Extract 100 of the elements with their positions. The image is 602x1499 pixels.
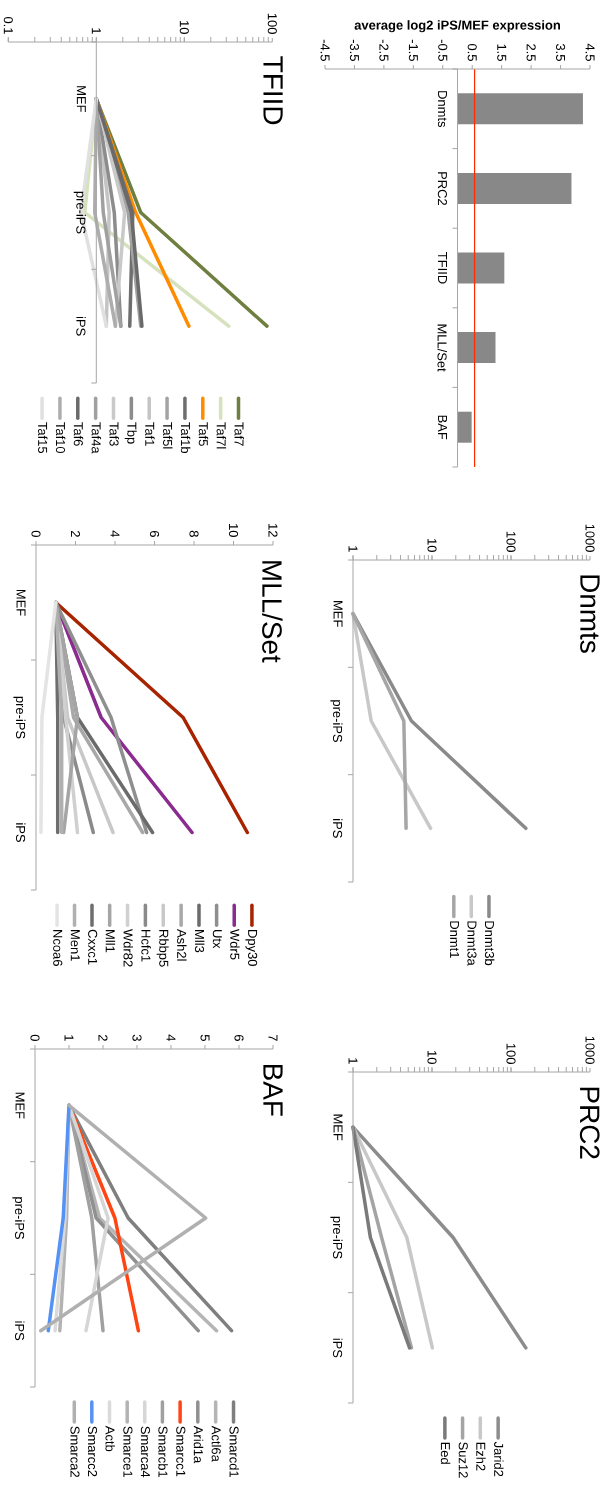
legend-label: Smarca4 — [140, 1426, 150, 1478]
x-tick-label: 3.5 — [555, 43, 566, 61]
x-tick-label: 1000 — [585, 524, 595, 552]
legend-label: Mll3 — [194, 930, 205, 953]
y-tick-label: MEF — [15, 1092, 25, 1119]
y-tick-label: iPS — [76, 316, 86, 336]
x-tick-label: 0 — [30, 1034, 40, 1041]
x-tick-label: 4 — [166, 1034, 176, 1042]
x-tick-label: -0.5 — [438, 39, 448, 61]
x-axis-title: average log2 iPS/MEF expression — [354, 20, 560, 33]
x-tick-label: -1.5 — [408, 39, 418, 61]
legend-label: Dnmt1 — [450, 921, 460, 958]
y-tick-label: iPS — [15, 823, 26, 842]
x-tick-label: 10 — [427, 1051, 437, 1064]
legend-label: Taf7 — [234, 422, 244, 446]
x-tick-label: 0.5 — [467, 43, 477, 61]
legend-label: Taf3 — [109, 422, 119, 446]
y-tick-label: MEF — [76, 86, 86, 112]
legend-label: Taf4a — [91, 422, 102, 454]
legend-label: Smarcb1 — [158, 1426, 168, 1478]
legend-label: Taf5l — [163, 422, 173, 449]
legend-label: Smarcc2 — [87, 1426, 98, 1477]
legend-label: Jarid2 — [494, 1441, 504, 1477]
legend-label: Utx — [212, 930, 222, 949]
x-tick-label: 7 — [268, 1034, 278, 1041]
x-tick-label: 1.5 — [497, 44, 507, 61]
x-tick-label: 10 — [427, 539, 437, 552]
legend-label: Ash2l — [177, 929, 187, 961]
x-tick-label: 6 — [149, 530, 160, 537]
x-tick-label: 0.1 — [3, 16, 13, 34]
y-tick-label: pre-iPS — [330, 1216, 343, 1259]
x-tick-label: -2.5 — [379, 39, 389, 61]
y-tick-label: pre-iPS — [330, 700, 343, 742]
legend-label: Dnmt3a — [467, 921, 477, 966]
y-tick-label: MEF — [16, 589, 26, 616]
x-tick-label: 1 — [91, 28, 101, 34]
legend-label: Taf6 — [73, 422, 84, 446]
y-tick-label: pre-iPS — [73, 191, 86, 234]
legend-label: Eed — [440, 1442, 451, 1464]
legend-label: Dpy30 — [245, 930, 258, 966]
legend-label: Taf5 — [198, 422, 209, 446]
legend-label: Wdr82 — [123, 929, 133, 967]
x-tick-label: 10 — [228, 524, 239, 537]
x-tick-label: 0 — [31, 530, 41, 537]
y-tick-label: MEF — [333, 1114, 343, 1141]
legend-label: Mll1 — [105, 930, 116, 953]
legend-label: Tbp — [124, 422, 137, 444]
x-tick-label: 4.5 — [585, 43, 595, 61]
x-tick-label: 12 — [268, 524, 278, 537]
x-tick-label: 1 — [64, 1035, 74, 1041]
x-tick-label: 100 — [506, 1043, 516, 1064]
text: BAF — [263, 1064, 283, 1116]
legend-label: Actl6a — [211, 1425, 222, 1462]
legend-label: Actb — [105, 1425, 115, 1452]
y-tick-label: PRC2 — [437, 172, 447, 206]
x-tick-label: 6 — [234, 1034, 244, 1041]
x-tick-label: 1 — [348, 546, 358, 552]
x-tick-label: 1 — [348, 1058, 358, 1064]
y-tick-label: MEF — [333, 601, 343, 627]
x-tick-label: -4.5 — [320, 39, 330, 61]
x-tick-label: -3.5 — [349, 39, 360, 61]
x-tick-label: 3 — [132, 1034, 142, 1041]
legend-label: Ncoa6 — [53, 930, 63, 966]
y-tick-label: BAF — [438, 415, 447, 440]
y-tick-label: pre-iPS — [12, 1197, 25, 1240]
text: TFIID — [263, 56, 283, 125]
legend-label: Taf7l — [216, 422, 227, 449]
legend-label: Smarcc1 — [176, 1426, 186, 1477]
x-tick-label: 8 — [189, 530, 199, 537]
legend-label: Taf1 — [145, 422, 155, 446]
legend-label: Smarcd1 — [229, 1426, 239, 1478]
y-tick-label: iPS — [332, 819, 343, 838]
legend-label: Wdr5 — [230, 929, 240, 960]
x-tick-label: 2.5 — [526, 44, 536, 61]
x-tick-label: 4 — [110, 530, 120, 538]
legend-label: Dnmt3b — [484, 921, 495, 966]
legend-label: Cxxc1 — [88, 929, 98, 965]
x-tick-label: 2 — [98, 1034, 108, 1041]
y-tick-label: pre-iPS — [13, 696, 26, 739]
x-tick-label: 100 — [267, 13, 277, 34]
legend-label: Taf15 — [38, 422, 48, 454]
y-tick-label: Dnmts — [437, 91, 447, 128]
y-tick-label: iPS — [332, 1338, 343, 1358]
x-tick-label: 100 — [506, 531, 516, 552]
text: PRC2 — [579, 1087, 600, 1159]
legend-label: Rbbp5 — [156, 930, 169, 967]
y-tick-label: iPS — [14, 1321, 25, 1341]
legend-label: Arid1a — [193, 1425, 204, 1464]
x-tick-label: 5 — [200, 1034, 210, 1041]
legend-label: Smarce1 — [123, 1426, 133, 1478]
x-tick-label: 1000 — [585, 1036, 595, 1064]
legend-label: Suz12 — [458, 1442, 468, 1478]
legend-label: Smarca2 — [70, 1426, 80, 1477]
legend-label: Taf1b — [180, 422, 191, 454]
legend-label: Taf10 — [55, 422, 66, 454]
y-tick-label: TFIID — [438, 252, 447, 284]
legend-label: Hcfc1 — [141, 930, 151, 962]
x-tick-label: 2 — [70, 530, 81, 537]
legend-label: Ezh2 — [476, 1442, 486, 1471]
text: Dnmts — [580, 575, 600, 653]
